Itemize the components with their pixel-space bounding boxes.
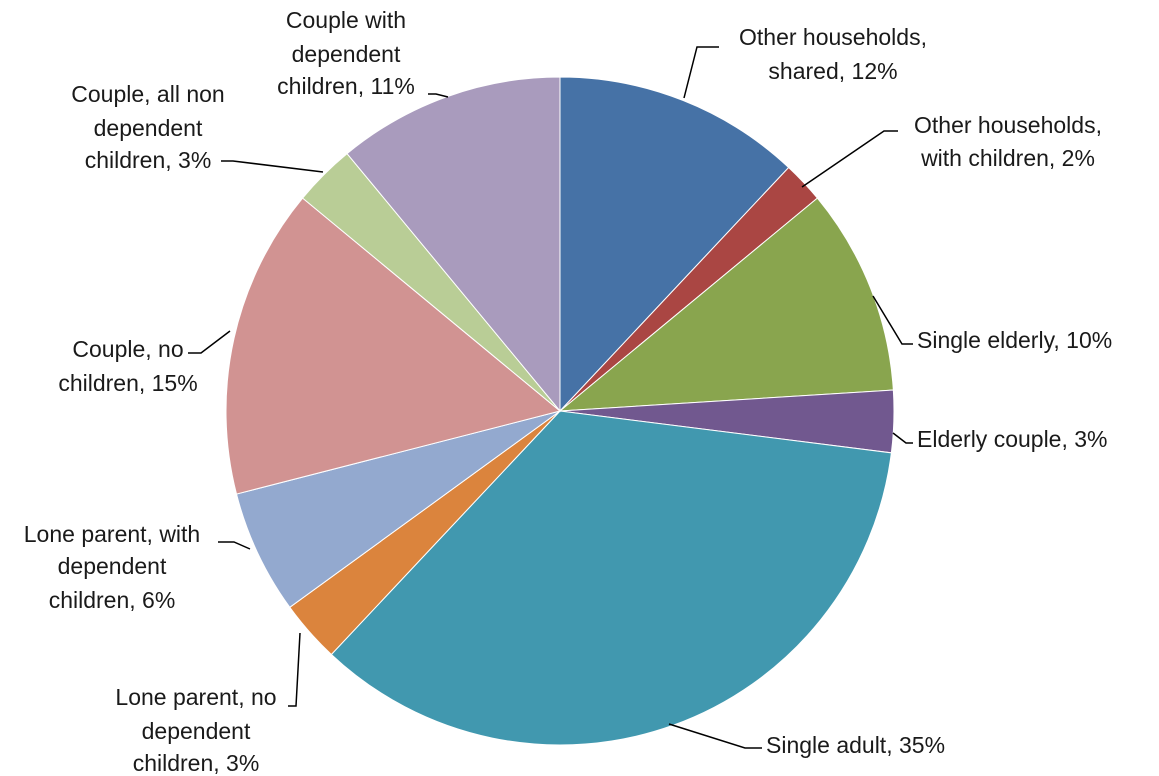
pie-label-9-line-0: Couple with xyxy=(286,7,406,33)
pie-label-7-line-1: children, 15% xyxy=(58,370,197,396)
pie-label-0-line-1: shared, 12% xyxy=(768,58,897,84)
pie-label-8-line-0: Couple, all non xyxy=(71,81,224,107)
pie-label-8-line-2: children, 3% xyxy=(85,147,212,173)
pie-label-9-line-2: children, 11% xyxy=(277,73,415,99)
pie-label-6-line-2: children, 6% xyxy=(49,587,176,613)
pie-label-5-line-2: children, 3% xyxy=(133,750,260,776)
leader-line-1 xyxy=(801,130,898,188)
leader-lines xyxy=(188,46,913,749)
leader-line-7 xyxy=(188,330,231,354)
leader-line-2 xyxy=(872,295,913,345)
pie-label-9-line-1: dependent xyxy=(292,41,401,67)
pie-label-7-line-0: Couple, no xyxy=(72,336,183,362)
pie-slice-6 xyxy=(235,410,561,609)
leader-line-6 xyxy=(218,541,251,550)
pie-slice-2 xyxy=(558,197,894,412)
leader-line-8 xyxy=(221,160,324,173)
pie-slices xyxy=(225,76,895,746)
leader-line-3 xyxy=(892,432,913,444)
pie-label-1-line-1: with children, 2% xyxy=(920,145,1095,171)
pie-labels: Other households, shared, 12% Other househ… xyxy=(24,7,1112,776)
pie-label-6-line-0: Lone parent, with xyxy=(24,521,200,547)
leader-line-5 xyxy=(288,632,301,707)
pie-slice-0 xyxy=(559,76,790,413)
leader-line-9 xyxy=(428,93,449,98)
pie-label-5-line-1: dependent xyxy=(142,718,251,744)
pie-label-5-line-0: Lone parent, no xyxy=(115,684,276,710)
pie-label-8-line-1: dependent xyxy=(94,115,203,141)
leader-line-4 xyxy=(668,723,762,749)
pie-slice-7 xyxy=(225,197,562,495)
pie-label-1-line-0: Other households, xyxy=(914,112,1102,138)
pie-label-6-line-1: dependent xyxy=(58,553,167,579)
leader-line-0 xyxy=(683,46,719,99)
pie-label-0-line-0: Other households, xyxy=(739,24,927,50)
pie-label-2-line-0: Single elderly, 10% xyxy=(917,327,1112,353)
pie-label-4-line-0: Single adult, 35% xyxy=(766,732,945,758)
pie-label-3-line-0: Elderly couple, 3% xyxy=(917,426,1108,452)
